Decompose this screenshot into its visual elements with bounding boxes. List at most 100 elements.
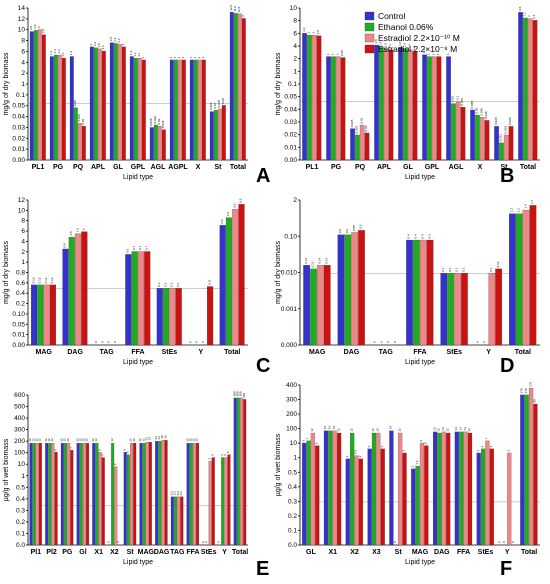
data-label: 170	[524, 388, 528, 393]
data-label: 1	[169, 56, 173, 58]
data-label: 0.045	[479, 108, 483, 116]
data-label: 12	[28, 438, 32, 442]
bar	[161, 440, 165, 546]
data-label: 1	[331, 53, 335, 55]
data-label: 12	[310, 428, 314, 432]
bar	[192, 443, 196, 546]
data-label: 4.5	[29, 26, 33, 31]
bar	[310, 268, 317, 346]
y-tick-label: 1	[21, 473, 25, 480]
category-label: MAG	[309, 349, 326, 356]
data-label: 0.6	[126, 248, 130, 253]
data-label: 0.55	[352, 225, 356, 231]
y-tick-label: 2	[293, 56, 297, 63]
legend-swatch	[364, 22, 375, 32]
data-label: 0.2	[173, 491, 177, 496]
bar	[412, 51, 418, 161]
bar	[163, 288, 170, 346]
bar	[328, 430, 333, 546]
data-label: 2	[121, 43, 125, 45]
bar	[388, 49, 394, 161]
bar	[480, 448, 486, 546]
category-label: StEs	[201, 549, 217, 556]
y-tick-label: 4	[21, 238, 25, 245]
y-tick-label: 0.00	[12, 157, 25, 164]
y-tick-label: 200	[286, 411, 297, 418]
data-label: 7	[527, 15, 531, 17]
bar	[454, 273, 461, 346]
data-label: 2.8	[220, 219, 224, 224]
y-tick-label: 0.4	[16, 290, 25, 297]
data-label: 3	[476, 449, 480, 451]
bar	[62, 248, 69, 346]
data-label: 1.3	[57, 49, 61, 54]
data-label: 6	[301, 439, 305, 441]
y-axis-title: µg/g of wet biomass	[3, 438, 10, 501]
y-tick-label: 12	[18, 16, 26, 23]
data-label: 1.8	[97, 43, 101, 48]
data-label: 2.4	[113, 37, 117, 42]
data-label: 0.12	[50, 277, 54, 283]
data-label: 0	[511, 541, 515, 543]
bar	[149, 127, 154, 161]
y-tick-label: 1	[21, 259, 25, 266]
data-label: 12	[376, 428, 380, 432]
bar	[221, 457, 225, 546]
data-label: 0	[116, 541, 120, 543]
bar	[484, 120, 490, 161]
y-tick-label: 10	[18, 461, 26, 468]
data-label: 1	[427, 53, 431, 55]
data-label: 0.7	[144, 245, 148, 250]
bar	[317, 265, 324, 346]
bar	[81, 231, 88, 346]
bar	[463, 431, 468, 546]
data-label: 340	[242, 393, 246, 398]
data-label: 12	[78, 438, 82, 442]
data-label: 0	[113, 341, 117, 343]
data-label: 0.075	[217, 100, 221, 108]
bar	[131, 251, 138, 346]
data-label: 0	[94, 341, 98, 343]
data-label: 3	[506, 449, 510, 451]
bar	[403, 48, 408, 161]
bar	[37, 29, 42, 161]
y-tick-label: 100	[286, 426, 297, 433]
y-tick-label: 4	[21, 59, 25, 66]
data-label: 7	[69, 447, 73, 449]
bar	[207, 286, 214, 346]
data-label: 1	[410, 465, 414, 467]
bar	[367, 448, 372, 546]
y-axis-title: mg/g of dry biomass	[275, 52, 282, 116]
bar	[340, 57, 346, 161]
category-label: St	[215, 164, 223, 171]
data-label: 12	[437, 428, 441, 432]
y-tick-label: 0.00	[12, 342, 25, 349]
panel-A: 0.000.010.020.030.040.050.112468101214mg…	[3, 5, 270, 187]
bar	[515, 213, 523, 346]
y-axis-title: mg/g of dry biomass	[3, 52, 10, 116]
category-label: MAG	[412, 549, 429, 556]
y-tick-label: 0.8	[16, 270, 25, 277]
bar	[224, 457, 228, 546]
bar	[97, 48, 102, 161]
bar	[479, 116, 485, 161]
bar	[437, 432, 442, 546]
bar	[407, 49, 413, 161]
data-label: 0.08	[73, 100, 77, 106]
data-label: 2.5	[354, 450, 358, 455]
category-label: PL1	[306, 164, 319, 171]
data-label: 0	[201, 341, 205, 343]
bar	[495, 268, 502, 346]
data-label: 12	[445, 428, 449, 432]
data-label: 0.1	[176, 282, 180, 287]
data-label: 1.2	[516, 208, 520, 213]
data-label: 0.1	[157, 282, 161, 287]
data-label: 14	[389, 426, 393, 430]
data-label: 6	[53, 449, 57, 451]
category-label: Total	[224, 349, 240, 356]
data-label: 12.5	[229, 5, 233, 11]
data-label: 4	[210, 454, 214, 456]
panel-letter: A	[256, 165, 270, 187]
